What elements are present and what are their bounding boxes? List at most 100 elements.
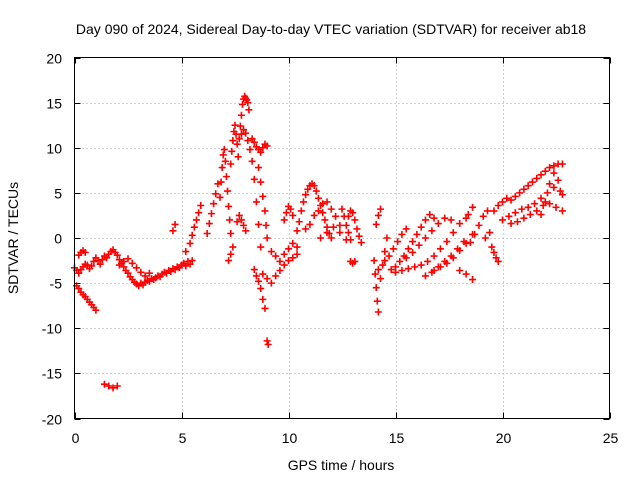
- data-point: [516, 189, 524, 197]
- data-point: [520, 214, 528, 222]
- data-point: [449, 254, 457, 262]
- data-point: [237, 216, 245, 224]
- data-point: [413, 230, 421, 238]
- data-point: [383, 234, 391, 242]
- data-point: [499, 198, 506, 206]
- data-point: [261, 304, 269, 312]
- data-point: [113, 382, 121, 390]
- data-point: [546, 200, 554, 208]
- data-point: [297, 207, 305, 215]
- data-point: [90, 257, 98, 265]
- data-point: [327, 205, 335, 213]
- data-point: [257, 148, 265, 156]
- data-point: [317, 234, 325, 242]
- data-point: [556, 187, 564, 195]
- data-point: [295, 218, 303, 226]
- data-point: [486, 229, 494, 237]
- data-point: [306, 220, 314, 228]
- data-point: [524, 182, 532, 190]
- data-point: [285, 257, 292, 265]
- data-point: [327, 234, 335, 242]
- data-point: [323, 198, 331, 206]
- data-point: [219, 151, 227, 159]
- data-point: [503, 194, 511, 202]
- grid-lines: [74, 57, 610, 419]
- data-point: [314, 207, 322, 215]
- data-point: [238, 100, 246, 108]
- data-point: [550, 162, 558, 170]
- data-point: [137, 268, 145, 276]
- data-point: [546, 164, 554, 172]
- data-point: [321, 216, 329, 224]
- data-point: [88, 262, 96, 270]
- data-point: [228, 147, 236, 155]
- data-point: [264, 340, 272, 348]
- data-point: [252, 272, 260, 280]
- data-point: [492, 254, 500, 262]
- data-point: [381, 248, 389, 256]
- y-tick-label: -20: [42, 412, 62, 428]
- data-point: [526, 211, 534, 219]
- data-point: [373, 297, 381, 305]
- data-point: [229, 137, 237, 145]
- y-tick-label: 15: [46, 96, 62, 112]
- data-point: [267, 279, 275, 287]
- data-point: [319, 209, 327, 217]
- data-point: [195, 209, 203, 217]
- data-point: [372, 220, 380, 228]
- data-point: [404, 245, 412, 253]
- data-point: [113, 251, 121, 259]
- data-point: [411, 263, 419, 271]
- data-point: [329, 223, 337, 231]
- data-point: [293, 227, 301, 235]
- data-point: [430, 266, 438, 274]
- data-point: [259, 144, 267, 152]
- data-point: [387, 266, 395, 274]
- data-point: [216, 193, 224, 201]
- data-point: [246, 146, 254, 154]
- data-point: [242, 227, 250, 235]
- data-point: [244, 99, 252, 107]
- y-axis-label: SDTVAR / TECUs: [5, 182, 21, 294]
- data-point: [537, 211, 545, 219]
- data-point: [443, 259, 451, 267]
- data-point: [133, 264, 141, 272]
- data-point: [475, 221, 483, 229]
- data-point: [394, 238, 402, 246]
- data-point: [533, 207, 541, 215]
- data-point: [109, 384, 117, 392]
- data-point: [377, 275, 385, 283]
- data-point: [430, 252, 438, 260]
- data-point: [263, 275, 271, 283]
- y-tick-label: -5: [50, 276, 63, 292]
- data-point: [402, 225, 410, 233]
- data-point: [462, 239, 470, 247]
- data-point: [351, 216, 359, 224]
- data-point: [289, 239, 297, 247]
- data-point: [299, 198, 307, 206]
- data-point: [141, 272, 149, 280]
- data-point: [511, 192, 519, 200]
- data-point: [319, 200, 327, 208]
- data-point: [355, 232, 363, 240]
- data-point: [479, 212, 487, 220]
- data-point: [417, 261, 425, 269]
- data-point: [220, 146, 228, 154]
- data-point: [262, 221, 270, 229]
- data-point: [558, 207, 566, 215]
- data-point: [484, 207, 492, 215]
- data-point: [257, 178, 265, 186]
- data-point: [541, 167, 549, 175]
- data-point: [293, 250, 301, 258]
- data-point: [267, 248, 275, 256]
- data-point: [210, 200, 218, 208]
- data-point: [272, 252, 280, 260]
- data-point: [371, 270, 379, 278]
- data-point: [103, 254, 111, 262]
- data-point: [227, 229, 235, 237]
- y-tick-label: -15: [42, 366, 62, 382]
- data-point: [370, 257, 378, 265]
- data-point: [310, 211, 318, 219]
- data-point: [415, 241, 423, 249]
- data-point: [257, 243, 265, 251]
